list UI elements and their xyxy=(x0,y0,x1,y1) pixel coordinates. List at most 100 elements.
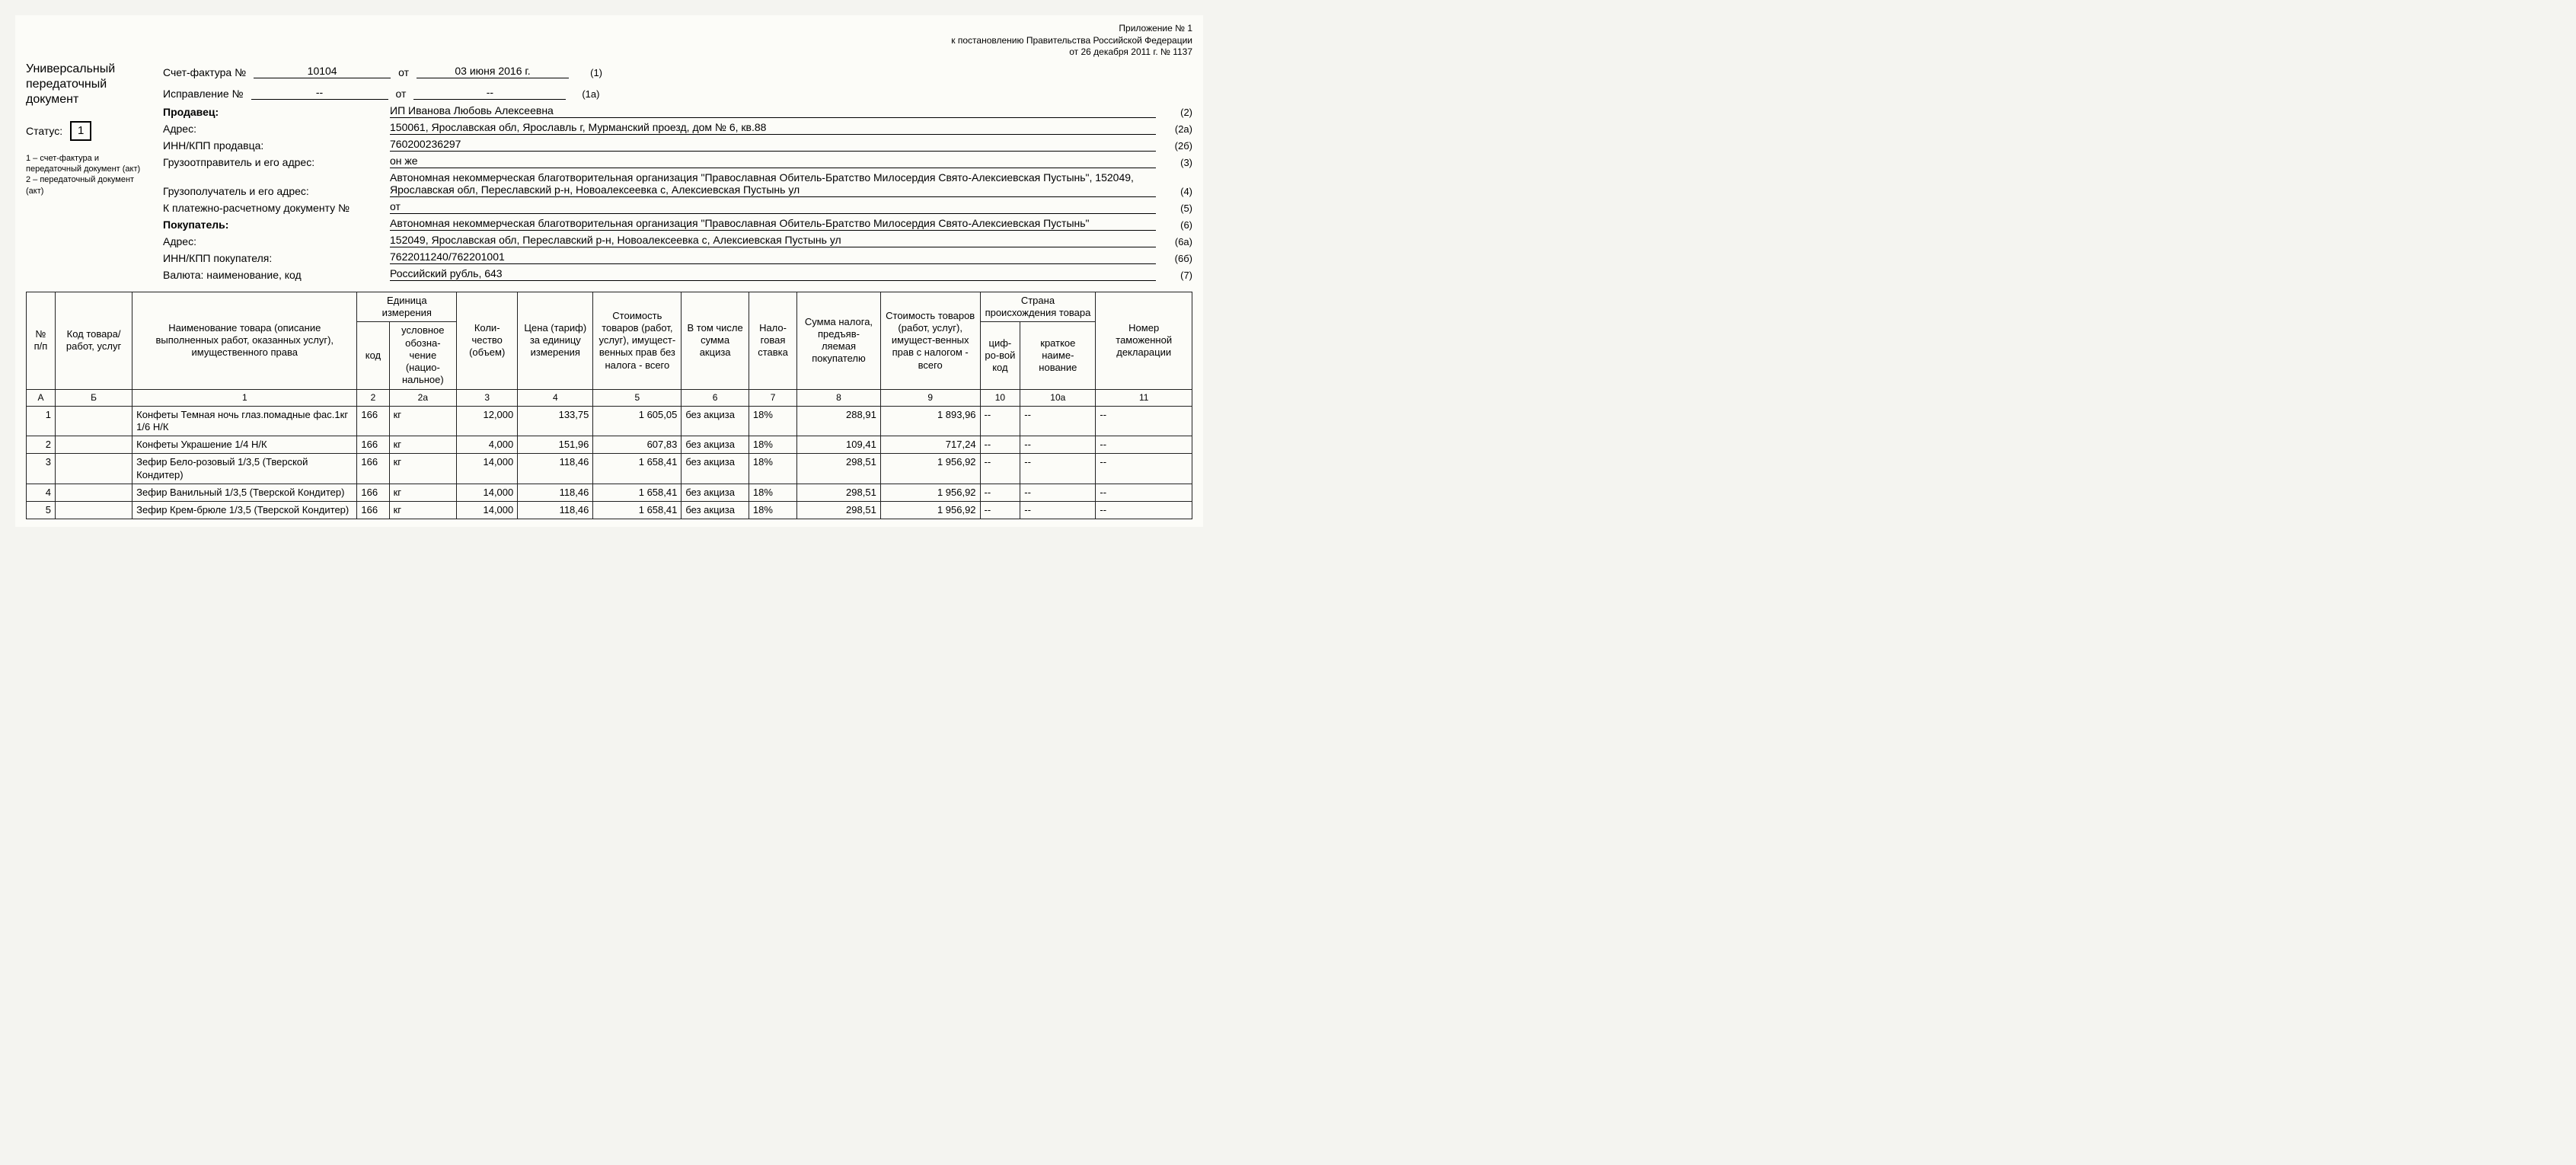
table-cell: Зефир Бело-розовый 1/3,5 (Тверской Конди… xyxy=(132,454,357,484)
table-cell: 4,000 xyxy=(457,436,518,454)
table-cell: -- xyxy=(1020,454,1096,484)
info-value: ИП Иванова Любовь Алексеевна xyxy=(390,104,1156,118)
info-label: ИНН/КПП покупателя: xyxy=(163,252,384,264)
table-cell: -- xyxy=(980,436,1020,454)
info-label: Валюта: наименование, код xyxy=(163,269,384,281)
th-qty: Коли-чество (объем) xyxy=(457,292,518,389)
col-num: 7 xyxy=(749,389,796,406)
table-cell: -- xyxy=(1096,406,1192,436)
th-unit-sym: условное обозна-чение (нацио-нальное) xyxy=(389,322,457,389)
table-cell: без акциза xyxy=(682,484,749,501)
table-cell: -- xyxy=(1096,454,1192,484)
th-country-code: циф-ро-вой код xyxy=(980,322,1020,389)
table-cell: -- xyxy=(1096,484,1192,501)
paren-1a: (1а) xyxy=(573,88,599,100)
invoice-date: 03 июня 2016 г. xyxy=(417,65,569,78)
table-cell: 1 956,92 xyxy=(880,502,980,519)
col-num: 9 xyxy=(880,389,980,406)
table-cell: 1 xyxy=(27,406,56,436)
info-value: Автономная некоммерческая благотворитель… xyxy=(390,171,1156,197)
annex-line1: Приложение № 1 xyxy=(26,23,1192,35)
th-country-name: краткое наиме-нование xyxy=(1020,322,1096,389)
info-paren: (3) xyxy=(1162,157,1192,168)
table-cell: 166 xyxy=(357,454,389,484)
info-value: 760200236297 xyxy=(390,138,1156,152)
table-row: 3Зефир Бело-розовый 1/3,5 (Тверской Конд… xyxy=(27,454,1192,484)
table-cell: 166 xyxy=(357,484,389,501)
info-row: Продавец:ИП Иванова Любовь Алексеевна(2) xyxy=(163,104,1192,118)
table-cell xyxy=(55,484,132,501)
table-cell: 1 605,05 xyxy=(593,406,682,436)
info-paren: (2б) xyxy=(1162,140,1192,152)
info-label: ИНН/КПП продавца: xyxy=(163,139,384,152)
table-row: 2Конфеты Украшение 1/4 Н/К166кг4,000151,… xyxy=(27,436,1192,454)
table-cell: 717,24 xyxy=(880,436,980,454)
doc-title: Универсальный передаточный документ xyxy=(26,62,148,107)
correction-date: -- xyxy=(413,86,566,100)
col-num: 8 xyxy=(797,389,881,406)
table-cell: 1 893,96 xyxy=(880,406,980,436)
th-price: Цена (тариф) за единицу измерения xyxy=(518,292,593,389)
table-cell: -- xyxy=(980,484,1020,501)
col-num: 4 xyxy=(518,389,593,406)
correction-label: Исправление № xyxy=(163,88,244,100)
table-body: 1 Конфеты Темная ночь глаз.помадные фас.1… xyxy=(27,406,1192,519)
invoice-number: 10104 xyxy=(254,65,391,78)
table-cell: 1 658,41 xyxy=(593,502,682,519)
th-tax: Сумма налога, предъяв-ляемая покупателю xyxy=(797,292,881,389)
table-cell: -- xyxy=(1020,502,1096,519)
items-table: № п/п Код товара/ работ, услуг Наименова… xyxy=(26,292,1192,520)
info-paren: (6а) xyxy=(1162,236,1192,247)
info-label: Адрес: xyxy=(163,123,384,135)
table-cell: без акциза xyxy=(682,454,749,484)
info-label: Покупатель: xyxy=(163,219,384,231)
table-cell: 607,83 xyxy=(593,436,682,454)
table-cell: 1 658,41 xyxy=(593,484,682,501)
table-cell: кг xyxy=(389,484,457,501)
th-decl: Номер таможенной декларации xyxy=(1096,292,1192,389)
table-cell: 5 xyxy=(27,502,56,519)
table-cell: -- xyxy=(1096,502,1192,519)
info-label: К платежно-расчетному документу № xyxy=(163,202,384,214)
table-cell: кг xyxy=(389,502,457,519)
table-row: 4Зефир Ванильный 1/3,5 (Тверской Кондите… xyxy=(27,484,1192,501)
col-num: 10а xyxy=(1020,389,1096,406)
info-value: 150061, Ярославская обл, Ярославль г, Му… xyxy=(390,121,1156,135)
table-row: 5 Зефир Крем-брюле 1/3,5 (Тверской Кондит… xyxy=(27,502,1192,519)
table-cell xyxy=(55,406,132,436)
correction-line: Исправление № -- от -- (1а) xyxy=(163,83,1192,100)
th-name: Наименование товара (описание выполненны… xyxy=(132,292,357,389)
table-cell: 288,91 xyxy=(797,406,881,436)
th-total: Стоимость товаров (работ, услуг), имущес… xyxy=(880,292,980,389)
info-paren: (2а) xyxy=(1162,123,1192,135)
table-cell: 118,46 xyxy=(518,454,593,484)
table-cell: 18% xyxy=(749,502,796,519)
table-cell: -- xyxy=(980,502,1020,519)
left-column: Универсальный передаточный документ Стат… xyxy=(26,62,148,284)
table-cell: 14,000 xyxy=(457,454,518,484)
col-num: 6 xyxy=(682,389,749,406)
upper-block: Универсальный передаточный документ Стат… xyxy=(26,62,1192,284)
right-column: Счет-фактура № 10104 от 03 июня 2016 г. … xyxy=(163,62,1192,284)
info-row: Валюта: наименование, кодРоссийский рубл… xyxy=(163,267,1192,281)
table-cell: -- xyxy=(1020,406,1096,436)
table-cell: 12,000 xyxy=(457,406,518,436)
table-cell: Конфеты Темная ночь глаз.помадные фас.1к… xyxy=(132,406,357,436)
status-label: Статус: xyxy=(26,125,62,137)
table-cell: -- xyxy=(1096,436,1192,454)
table-cell: 14,000 xyxy=(457,484,518,501)
col-num: 11 xyxy=(1096,389,1192,406)
info-paren: (7) xyxy=(1162,270,1192,281)
table-cell: 1 658,41 xyxy=(593,454,682,484)
table-cell: 298,51 xyxy=(797,454,881,484)
paren-1: (1) xyxy=(576,67,602,78)
table-cell: Зефир Крем-брюле 1/3,5 (Тверской Кондите… xyxy=(132,502,357,519)
table-cell: кг xyxy=(389,436,457,454)
info-row: ИНН/КПП продавца: 760200236297 (2б) xyxy=(163,138,1192,152)
info-value: Автономная некоммерческая благотворитель… xyxy=(390,217,1156,231)
info-label: Грузоотправитель и его адрес: xyxy=(163,156,384,168)
column-numbers-row: АБ122а34567891010а11 xyxy=(27,389,1192,406)
table-cell: 18% xyxy=(749,484,796,501)
table-cell: 4 xyxy=(27,484,56,501)
table-cell: 18% xyxy=(749,436,796,454)
